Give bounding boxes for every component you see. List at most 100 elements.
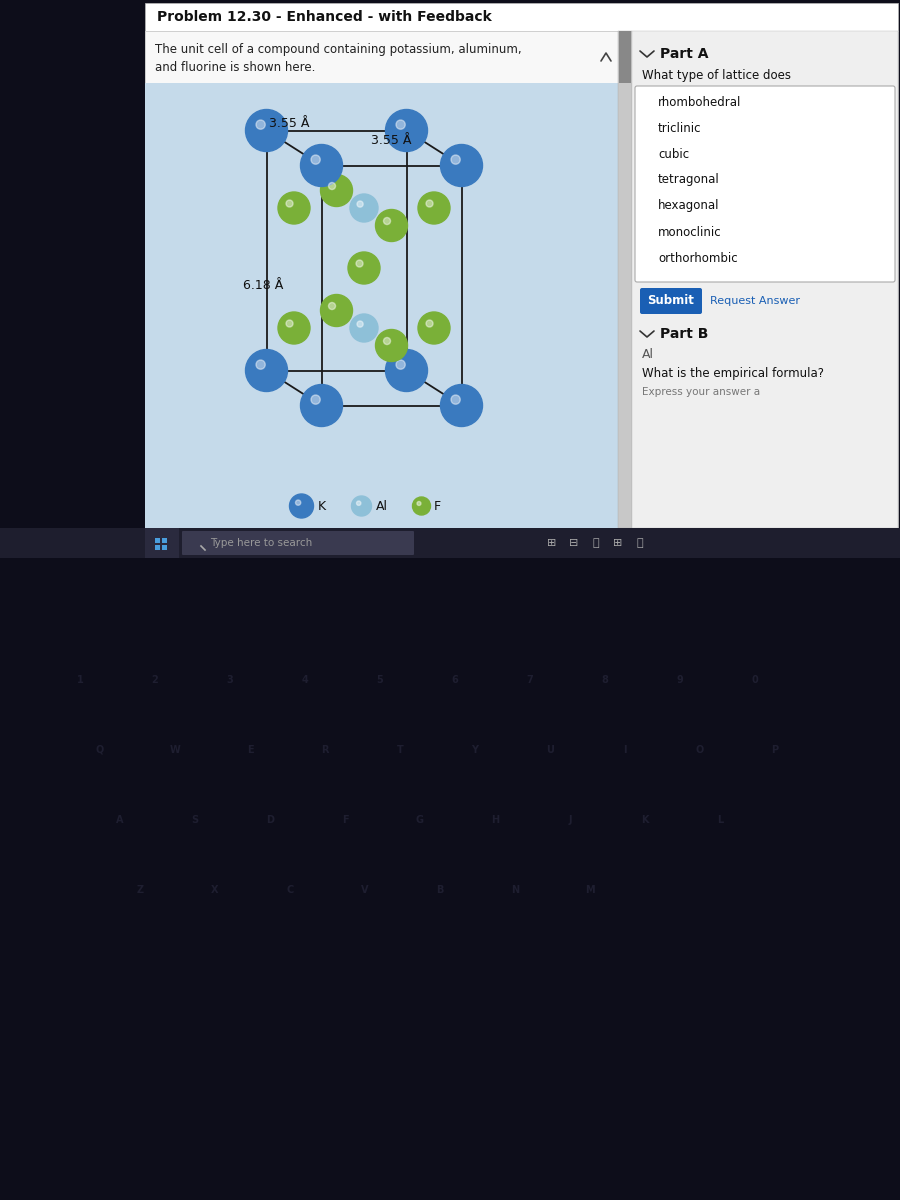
Text: F: F: [342, 815, 348, 826]
Circle shape: [426, 200, 433, 208]
Text: Part B: Part B: [660, 326, 708, 341]
Circle shape: [278, 312, 310, 344]
Text: 6.18 Å: 6.18 Å: [243, 278, 284, 292]
Text: 9: 9: [677, 674, 683, 685]
Text: C: C: [286, 886, 293, 895]
FancyBboxPatch shape: [145, 2, 898, 31]
Circle shape: [246, 349, 287, 391]
Circle shape: [642, 122, 652, 133]
Text: Al: Al: [642, 348, 654, 360]
FancyBboxPatch shape: [162, 545, 167, 550]
Circle shape: [286, 320, 293, 328]
Circle shape: [328, 182, 336, 190]
Text: orthorhombic: orthorhombic: [658, 252, 738, 264]
Text: E: E: [247, 745, 253, 755]
Text: 4: 4: [302, 674, 309, 685]
Text: 2: 2: [151, 674, 158, 685]
Circle shape: [320, 174, 353, 206]
FancyBboxPatch shape: [145, 31, 618, 83]
Circle shape: [451, 155, 460, 164]
Text: ⊟: ⊟: [570, 538, 579, 548]
Text: V: V: [361, 886, 369, 895]
Circle shape: [246, 109, 287, 151]
Circle shape: [383, 337, 391, 344]
FancyBboxPatch shape: [145, 528, 179, 558]
Text: P: P: [771, 745, 778, 755]
FancyBboxPatch shape: [145, 83, 618, 528]
Text: The unit cell of a compound containing potassium, aluminum,: The unit cell of a compound containing p…: [155, 43, 522, 55]
Text: X: X: [212, 886, 219, 895]
Circle shape: [290, 494, 313, 518]
Text: Type here to search: Type here to search: [210, 538, 312, 548]
Circle shape: [295, 500, 301, 505]
Text: D: D: [266, 815, 274, 826]
Circle shape: [642, 227, 652, 238]
FancyBboxPatch shape: [618, 31, 632, 528]
Text: Problem 12.30 - Enhanced - with Feedback: Problem 12.30 - Enhanced - with Feedback: [157, 10, 491, 24]
FancyBboxPatch shape: [155, 545, 160, 550]
Circle shape: [396, 360, 405, 370]
Circle shape: [286, 200, 293, 208]
Text: tetragonal: tetragonal: [658, 174, 720, 186]
Circle shape: [396, 120, 405, 130]
FancyBboxPatch shape: [0, 528, 900, 558]
Text: N: N: [511, 886, 519, 895]
Text: 1: 1: [76, 674, 84, 685]
Circle shape: [301, 144, 343, 186]
Text: K: K: [318, 499, 326, 512]
Circle shape: [357, 320, 364, 328]
Text: What type of lattice does: What type of lattice does: [642, 70, 791, 83]
Text: Q: Q: [96, 745, 104, 755]
FancyBboxPatch shape: [155, 538, 160, 542]
Circle shape: [451, 395, 460, 404]
FancyBboxPatch shape: [635, 86, 895, 282]
Circle shape: [348, 252, 380, 284]
FancyBboxPatch shape: [0, 558, 900, 1200]
Circle shape: [642, 200, 652, 211]
Text: I: I: [623, 745, 626, 755]
Text: Y: Y: [472, 745, 479, 755]
Text: K: K: [641, 815, 649, 826]
Text: B: B: [436, 886, 444, 895]
Circle shape: [642, 149, 652, 160]
Circle shape: [356, 502, 361, 505]
FancyBboxPatch shape: [162, 538, 167, 542]
Circle shape: [278, 192, 310, 224]
Text: S: S: [192, 815, 199, 826]
Text: monoclinic: monoclinic: [658, 226, 722, 239]
Circle shape: [642, 252, 652, 264]
FancyBboxPatch shape: [619, 31, 631, 83]
Circle shape: [320, 294, 353, 326]
Circle shape: [301, 384, 343, 426]
FancyBboxPatch shape: [182, 530, 414, 554]
Text: Z: Z: [137, 886, 144, 895]
Text: W: W: [169, 745, 180, 755]
Circle shape: [412, 497, 430, 515]
Text: rhombohedral: rhombohedral: [658, 96, 742, 108]
Circle shape: [385, 109, 428, 151]
Circle shape: [642, 96, 652, 108]
Circle shape: [356, 260, 363, 268]
Text: 📋: 📋: [636, 538, 644, 548]
Text: ⊞: ⊞: [613, 538, 623, 548]
Text: O: O: [696, 745, 704, 755]
Text: cubic: cubic: [658, 148, 689, 161]
Circle shape: [385, 349, 428, 391]
Text: 6: 6: [452, 674, 458, 685]
Text: F: F: [434, 499, 441, 512]
Circle shape: [256, 360, 266, 370]
Text: H: H: [491, 815, 500, 826]
Text: Express your answer a: Express your answer a: [642, 386, 760, 397]
Circle shape: [383, 217, 391, 224]
Text: Submit: Submit: [648, 294, 695, 307]
Circle shape: [357, 200, 364, 208]
Text: triclinic: triclinic: [658, 121, 701, 134]
Text: R: R: [321, 745, 328, 755]
Circle shape: [350, 314, 378, 342]
Circle shape: [328, 302, 336, 310]
Circle shape: [375, 330, 408, 361]
Circle shape: [417, 502, 421, 505]
Circle shape: [418, 192, 450, 224]
FancyBboxPatch shape: [640, 288, 702, 314]
Text: G: G: [416, 815, 424, 826]
